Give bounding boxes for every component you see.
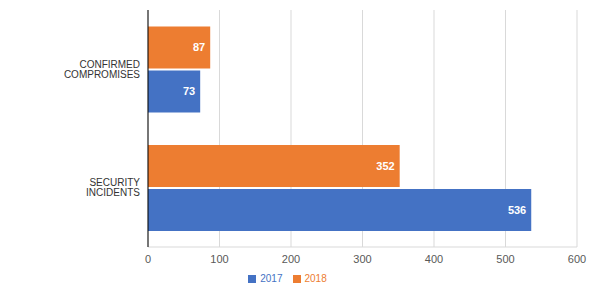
svg-text:500: 500 (496, 253, 514, 265)
svg-text:SECURITYINCIDENTS: SECURITYINCIDENTS (86, 177, 140, 198)
svg-text:600: 600 (568, 253, 586, 265)
html-text:2017: 2017 (260, 273, 283, 284)
svg-text:CONFIRMEDCOMPROMISES: CONFIRMEDCOMPROMISES (64, 59, 140, 80)
svg-text:352: 352 (376, 160, 394, 172)
html-text:2018: 2018 (304, 273, 327, 284)
svg-text:536: 536 (508, 204, 526, 216)
svg-text:87: 87 (193, 41, 205, 53)
svg-text:0: 0 (145, 253, 151, 265)
svg-text:300: 300 (353, 253, 371, 265)
svg-text:400: 400 (425, 253, 443, 265)
svg-text:73: 73 (183, 85, 195, 97)
svg-text:100: 100 (210, 253, 228, 265)
svg-text:200: 200 (282, 253, 300, 265)
